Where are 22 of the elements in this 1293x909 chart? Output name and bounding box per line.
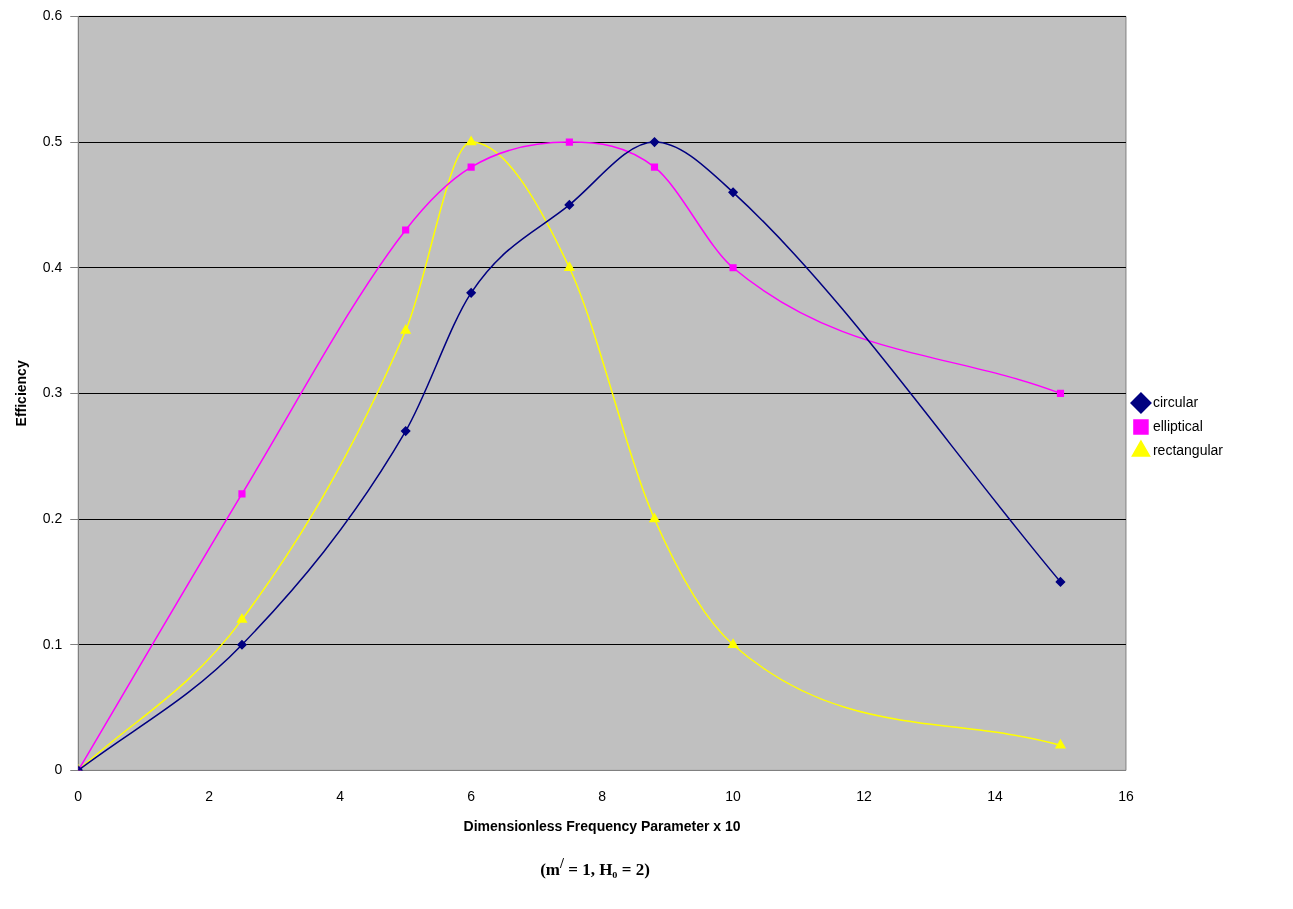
x-tick-label: 16 [1118, 787, 1134, 804]
x-tick-label: 12 [856, 787, 873, 804]
y-tick-label: 0.4 [42, 258, 63, 275]
y-tick-label: 0.3 [42, 384, 63, 401]
x-tick-label: 4 [336, 787, 345, 804]
y-tick-label: 0.2 [42, 509, 63, 526]
x-tick-label: 6 [467, 787, 476, 804]
y-tick-label: 0.1 [42, 635, 63, 652]
y-tick-label: 0.6 [42, 7, 63, 24]
legend-label: elliptical [1152, 417, 1203, 434]
x-tick-label: 8 [598, 787, 607, 804]
y-tick-label: 0.5 [42, 132, 63, 149]
legend-label: rectangular [1152, 441, 1224, 458]
y-tick-label: 0 [54, 761, 63, 778]
x-tick-label: 0 [74, 787, 83, 804]
x-tick-label: 10 [725, 787, 742, 804]
x-axis-title: Dimensionless Frequency Parameter x 10 [463, 818, 741, 835]
x-tick-label: 2 [205, 787, 214, 804]
y-axis-title: Efficiency [13, 360, 30, 427]
legend-label: circular [1152, 393, 1199, 410]
x-tick-label: 14 [987, 787, 1003, 804]
text: (m$^{/}$ = 1, H₀ = 2) [539, 855, 651, 880]
